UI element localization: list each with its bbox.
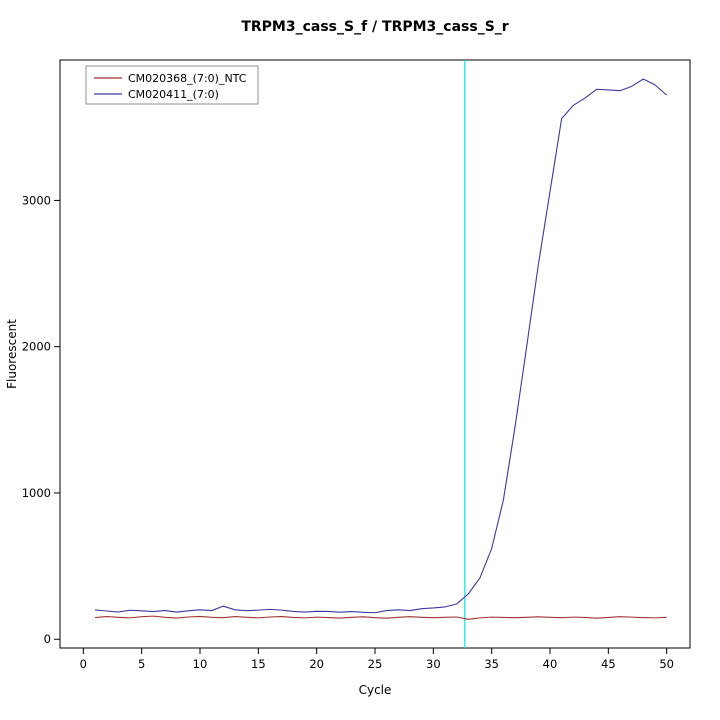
x-tick-label: 5 xyxy=(138,657,145,671)
x-tick-label: 0 xyxy=(80,657,87,671)
x-tick-label: 15 xyxy=(251,657,266,671)
series-line-1 xyxy=(94,78,668,614)
legend-label-sample: CM020411_(7:0) xyxy=(128,88,219,101)
x-tick-label: 30 xyxy=(426,657,441,671)
x-tick-label: 35 xyxy=(484,657,499,671)
legend-label-ntc: CM020368_(7:0)_NTC xyxy=(128,72,247,85)
x-tick-label: 50 xyxy=(659,657,674,671)
x-tick-label: 10 xyxy=(193,657,208,671)
x-tick-label: 40 xyxy=(543,657,558,671)
series-line-0 xyxy=(94,615,667,620)
x-tick-label: 20 xyxy=(309,657,324,671)
x-axis-label: Cycle xyxy=(359,683,392,697)
y-tick-label: 0 xyxy=(44,632,51,646)
plot-frame xyxy=(59,59,691,649)
y-tick-label: 2000 xyxy=(22,340,51,354)
chart-title: TRPM3_cass_S_f / TRPM3_cass_S_r xyxy=(241,19,508,35)
y-tick-label: 1000 xyxy=(22,486,51,500)
x-tick-label: 25 xyxy=(368,657,383,671)
y-axis-label: Fluorescent xyxy=(5,319,19,389)
x-tick-label: 45 xyxy=(601,657,616,671)
legend-border xyxy=(85,65,259,105)
y-tick-label: 3000 xyxy=(22,193,51,207)
plot-area: 0 5 10 15 20 25 30 35 40 45 50 0 1000 2000 3000 xyxy=(22,59,691,671)
legend: CM020368_(7:0)_NTC CM020411_(7:0) xyxy=(85,65,259,105)
